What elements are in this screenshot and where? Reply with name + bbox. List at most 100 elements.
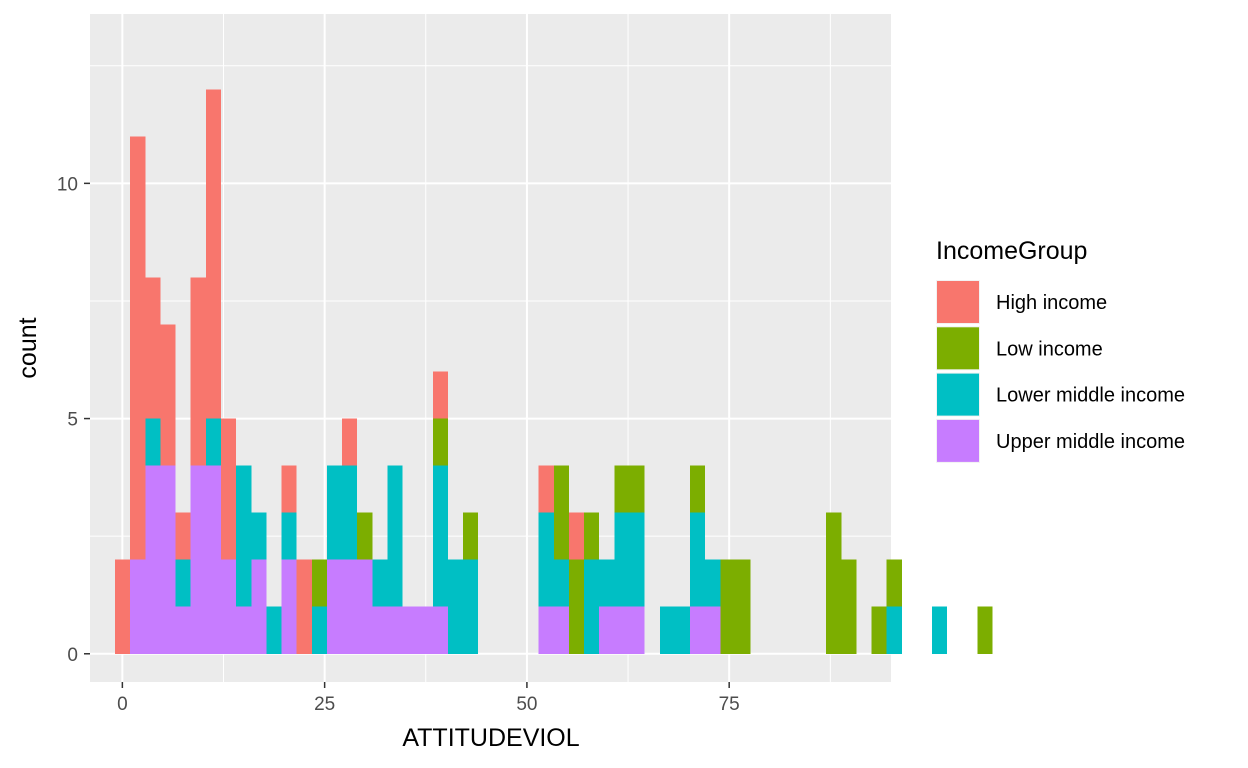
bar-segment — [629, 465, 645, 513]
bar-segment — [160, 465, 176, 654]
bar-segment — [432, 418, 448, 466]
bar-segment — [447, 559, 464, 654]
legend-label: Lower middle income — [996, 385, 1185, 407]
bar-segment — [160, 324, 176, 466]
bar-segment — [690, 465, 706, 513]
bar-segment — [175, 512, 191, 560]
bar-segment — [357, 512, 373, 560]
bar-segment — [145, 418, 161, 466]
bar-segment — [553, 559, 569, 607]
legend-label: Low income — [996, 338, 1103, 360]
bar-segment — [281, 559, 297, 654]
bar-segment — [432, 371, 448, 419]
bar-segment — [720, 559, 736, 654]
x-axis: 0 25 50 75 — [117, 682, 740, 715]
bar-segment — [175, 559, 191, 607]
bar-segment — [220, 559, 237, 654]
bar-segment — [402, 606, 418, 654]
legend-label: Upper middle income — [996, 431, 1185, 453]
bar-segment — [115, 559, 131, 654]
bar-segment — [311, 559, 327, 607]
bar-segment — [841, 559, 857, 654]
bar-segment — [432, 465, 448, 607]
bar-segment — [629, 606, 645, 654]
bar-segment — [659, 606, 675, 654]
bar-segment — [629, 512, 645, 607]
bar-segment — [538, 465, 554, 513]
bar-segment — [372, 606, 388, 654]
bar-segment — [145, 465, 161, 654]
bar-segment — [130, 136, 146, 560]
bar-segment — [932, 606, 948, 654]
bar-segment — [145, 277, 161, 419]
bar-segment — [311, 606, 327, 654]
bar-segment — [372, 559, 388, 607]
bar-segment — [281, 512, 297, 560]
histogram-bars — [115, 89, 993, 654]
bar-segment — [357, 559, 373, 654]
bar-segment — [690, 512, 706, 607]
minor-gridlines — [90, 14, 891, 682]
bar-segment — [553, 606, 569, 654]
y-tick-label: 0 — [67, 645, 78, 666]
y-tick-label: 5 — [67, 410, 78, 431]
bar-segment — [538, 512, 554, 607]
bar-segment — [205, 418, 221, 466]
bar-segment — [977, 606, 993, 654]
x-tick-label: 75 — [719, 694, 740, 715]
bar-segment — [342, 418, 358, 466]
bar-segment — [614, 465, 630, 513]
bar-segment — [614, 606, 630, 654]
bar-segment — [599, 606, 615, 654]
bar-segment — [205, 89, 221, 419]
bar-segment — [538, 606, 554, 654]
x-tick-label: 0 — [117, 694, 128, 715]
legend-swatch — [937, 327, 979, 370]
bar-segment — [463, 559, 479, 654]
bar-segment — [584, 559, 600, 654]
bar-segment — [568, 512, 585, 560]
bar-segment — [175, 606, 191, 654]
x-tick-label: 50 — [516, 694, 537, 715]
legend-title: IncomeGroup — [936, 237, 1087, 265]
legend-label: High income — [996, 292, 1107, 314]
bar-segment — [674, 606, 691, 654]
bar-segment — [342, 559, 358, 654]
bar-segment — [326, 559, 343, 654]
legend-items: High income Low income Lower middle income… — [936, 280, 1185, 463]
bar-segment — [463, 512, 479, 560]
bar-segment — [236, 606, 252, 654]
bar-segment — [326, 465, 343, 560]
y-axis-title: count — [14, 317, 42, 378]
bar-segment — [871, 606, 887, 654]
bar-segment — [130, 559, 146, 654]
y-axis: 0 5 10 — [57, 174, 90, 666]
bar-segment — [826, 512, 842, 654]
x-tick-label: 25 — [314, 694, 335, 715]
bar-segment — [614, 512, 630, 607]
bar-segment — [387, 606, 403, 654]
bar-segment — [705, 559, 721, 607]
legend-swatch — [937, 419, 979, 462]
legend-swatch — [937, 373, 979, 416]
bar-segment — [251, 559, 267, 654]
bar-segment — [735, 559, 751, 654]
bar-segment — [705, 606, 721, 654]
bar-segment — [236, 465, 252, 607]
bar-segment — [387, 465, 403, 607]
bar-segment — [599, 559, 615, 607]
bar-segment — [342, 465, 358, 560]
bar-segment — [568, 559, 585, 654]
bar-segment — [251, 512, 267, 560]
legend-swatch — [937, 281, 979, 323]
bar-segment — [296, 559, 312, 654]
x-axis-title: ATTITUDEVIOL — [402, 724, 579, 752]
bar-segment — [584, 512, 600, 560]
bar-segment — [886, 606, 902, 654]
bar-segment — [220, 418, 237, 560]
bar-segment — [886, 559, 902, 607]
y-tick-label: 10 — [57, 174, 78, 195]
bar-segment — [690, 606, 706, 654]
bar-segment — [417, 606, 433, 654]
